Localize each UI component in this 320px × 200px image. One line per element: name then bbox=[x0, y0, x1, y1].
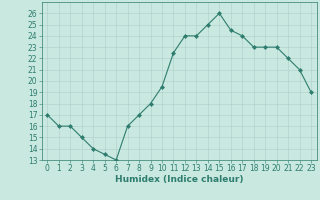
X-axis label: Humidex (Indice chaleur): Humidex (Indice chaleur) bbox=[115, 175, 244, 184]
